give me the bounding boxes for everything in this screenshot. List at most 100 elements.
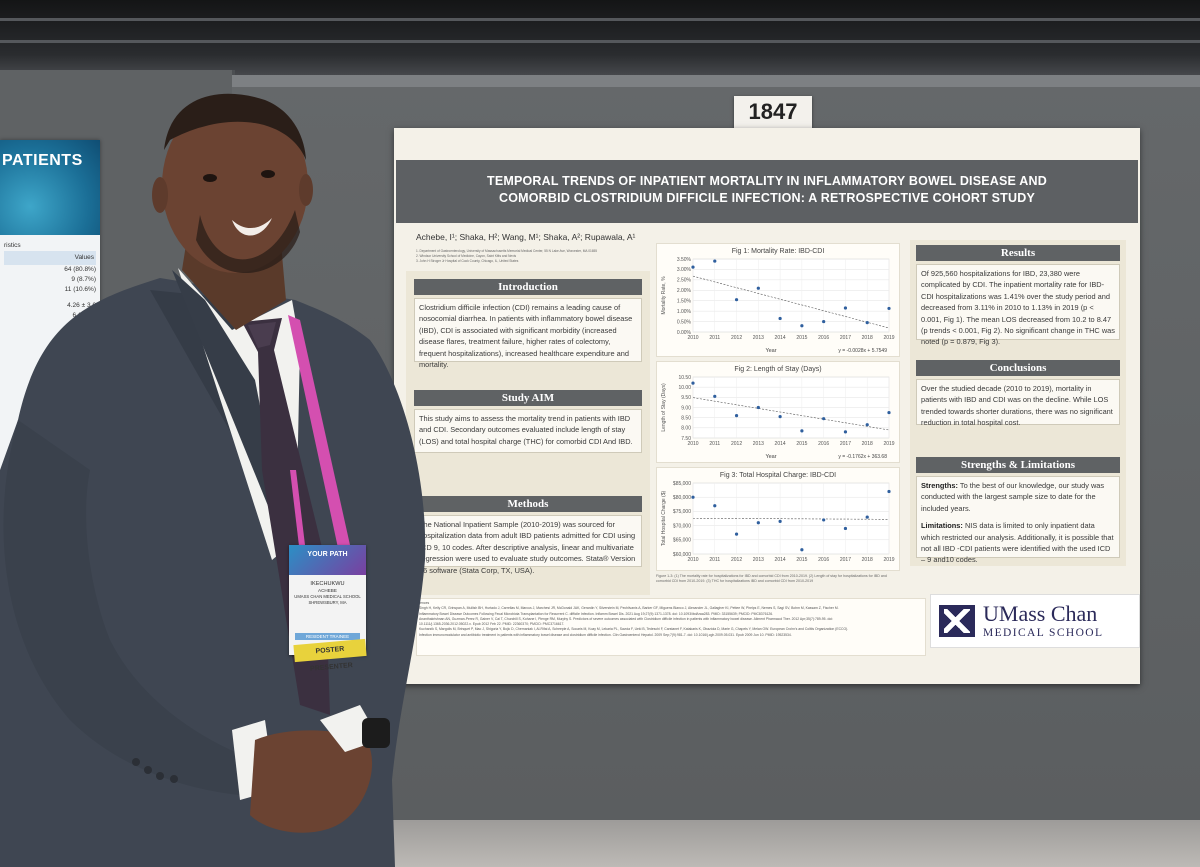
data-point xyxy=(778,415,782,419)
neighbor-footer-line: abdominal absce xyxy=(2,718,55,725)
introduction-heading: Introduction xyxy=(414,279,642,295)
umass-logo-icon xyxy=(939,605,975,637)
x-tick-label: 2013 xyxy=(753,441,764,447)
poster-authors: Achebe, I¹; Shaka, H²; Wang, M¹; Shaka, … xyxy=(416,232,636,242)
data-point xyxy=(713,504,717,508)
data-point xyxy=(865,423,869,427)
data-point xyxy=(713,394,717,398)
booth-number-sign: 1847 xyxy=(734,96,812,128)
x-tick-label: 2010 xyxy=(687,441,698,447)
figure-2-title: Fig 2: Length of Stay (Days) xyxy=(734,366,822,373)
results-text: Of 925,560 hospitalizations for IBD, 23,… xyxy=(916,264,1120,346)
x-tick-label: 2012 xyxy=(731,441,742,447)
x-tick-label: 2014 xyxy=(775,441,786,447)
x-tick-label: 2014 xyxy=(775,335,786,341)
neighbor-table-cell: 9 (8.7%) xyxy=(71,276,96,283)
y-axis-label: Mortality Rate, % xyxy=(661,276,667,315)
affiliation-line: 3. John H Stroger Jr Hospital of Cook Co… xyxy=(416,259,519,263)
data-point xyxy=(778,519,782,523)
ceiling xyxy=(0,0,1200,78)
y-tick-label: $70,000 xyxy=(673,523,691,529)
data-point xyxy=(756,405,760,410)
data-point xyxy=(691,381,695,385)
y-tick-label: $65,000 xyxy=(673,538,691,544)
x-tick-label: 2011 xyxy=(709,441,720,447)
aim-text: This study aims to assess the mortality … xyxy=(414,409,642,453)
reference-line: Singh H, Kelly CR, Grinspan A, Mullish B… xyxy=(419,606,839,611)
x-tick-label: 2019 xyxy=(883,335,894,341)
results-heading: Results xyxy=(916,245,1120,261)
data-point xyxy=(822,319,826,324)
y-tick-label: 9.50 xyxy=(681,395,691,401)
y-tick-label: 7.50 xyxy=(681,436,691,442)
neighbor-poster-header: PATIENTS xyxy=(0,140,100,235)
data-point xyxy=(734,414,739,418)
y-tick-label: $85,000 xyxy=(673,481,691,487)
poster-board-frame xyxy=(232,75,1200,87)
data-point xyxy=(800,429,804,433)
strengths-heading: Strengths & Limitations xyxy=(916,457,1120,473)
trendline xyxy=(692,517,890,520)
ceiling-truss xyxy=(0,40,1200,43)
x-tick-label: 2016 xyxy=(818,335,829,341)
data-point xyxy=(865,321,869,325)
neighbor-table-header: Values xyxy=(4,251,96,265)
umass-chan-logo: UMass Chan MEDICAL SCHOOL xyxy=(930,594,1140,648)
figure-1-title: Fig 1: Mortality Rate: IBD-CDI xyxy=(731,248,825,255)
data-point xyxy=(822,518,826,522)
y-tick-label: 3.50% xyxy=(677,257,692,263)
conclusions-text: Over the studied decade (2010 to 2019), … xyxy=(916,379,1120,427)
x-tick-label: 2012 xyxy=(731,335,742,341)
x-tick-label: 2015 xyxy=(796,441,807,447)
x-tick-label: 2016 xyxy=(818,441,829,447)
badge-city: SHREWSBURY, MA xyxy=(308,600,347,605)
aim-heading: Study AIM xyxy=(414,390,642,406)
data-point xyxy=(843,526,848,531)
limitations-body: NIS data is limited to only inpatient da… xyxy=(921,521,1114,565)
x-tick-label: 2018 xyxy=(862,335,873,341)
x-tick-label: 2016 xyxy=(818,557,829,563)
y-tick-label: 9.00 xyxy=(681,405,691,411)
y-tick-label: 2.50% xyxy=(677,278,692,284)
references: rences Singh H, Kelly CR, Grinspan A, Mu… xyxy=(416,598,926,656)
x-tick-label: 2015 xyxy=(796,335,807,341)
y-tick-label: 2.00% xyxy=(677,288,692,294)
figure-3: Fig 3: Total Hospital Charge: IBD-CDI $6… xyxy=(656,467,900,571)
plot-area xyxy=(692,258,890,333)
x-tick-label: 2019 xyxy=(883,441,894,447)
data-point xyxy=(778,316,782,321)
x-axis-label: Year xyxy=(765,454,776,460)
poster-title: TEMPORAL TRENDS OF INPATIENT MORTALITY I… xyxy=(396,160,1138,223)
y-tick-label: $75,000 xyxy=(673,509,691,515)
data-point xyxy=(887,489,891,494)
x-tick-label: 2010 xyxy=(687,335,698,341)
reference-line: Inflammatory Bowel Disease Outcomes Foll… xyxy=(419,611,774,616)
x-tick-label: 2018 xyxy=(862,557,873,563)
y-tick-label: 3.00% xyxy=(677,267,692,273)
x-tick-label: 2011 xyxy=(709,557,720,563)
x-tick-label: 2017 xyxy=(840,335,851,341)
strengths-body: To the best of our knowledge, our study … xyxy=(921,481,1105,513)
x-tick-label: 2011 xyxy=(709,335,720,341)
badge-last-name: ACHEBE xyxy=(318,588,337,593)
data-point xyxy=(756,521,760,525)
x-tick-label: 2018 xyxy=(862,441,873,447)
hospital-charge-chart: $60,000 $65,000 $70,000 $75,000 $80,000 $85,0… xyxy=(661,481,895,563)
data-point xyxy=(843,430,848,434)
strengths-text: Strengths: To the best of our knowledge,… xyxy=(916,476,1120,564)
data-point xyxy=(800,548,804,552)
mortality-chart: 0.00% 0.50% 1.00% 1.50% 2.00% 2.50% 3.00% 3.50%… xyxy=(661,257,895,354)
data-point xyxy=(822,417,826,421)
reference-line: Kucharzik S, Margolis M, Brinquet P, Mao… xyxy=(419,627,849,632)
trendline-equation: y = -0.0028x + 5.7549 xyxy=(838,348,887,354)
x-tick-label: 2013 xyxy=(753,557,764,563)
logo-line-1: UMass Chan xyxy=(983,601,1098,626)
figure-1: Fig 1: Mortality Rate: IBD-CDI 0.00% 0.50… xyxy=(656,243,900,357)
neighbor-poster-title: PATIENTS xyxy=(2,152,83,169)
y-tick-label: $80,000 xyxy=(673,495,691,501)
poster-title-line: TEMPORAL TRENDS OF INPATIENT MORTALITY I… xyxy=(486,174,1047,188)
affiliation-line: 1. Department of Gastroenterology, Unive… xyxy=(416,249,598,253)
y-tick-label: 10.00 xyxy=(678,385,691,391)
y-tick-label: 0.00% xyxy=(677,330,692,336)
x-tick-label: 2015 xyxy=(796,557,807,563)
